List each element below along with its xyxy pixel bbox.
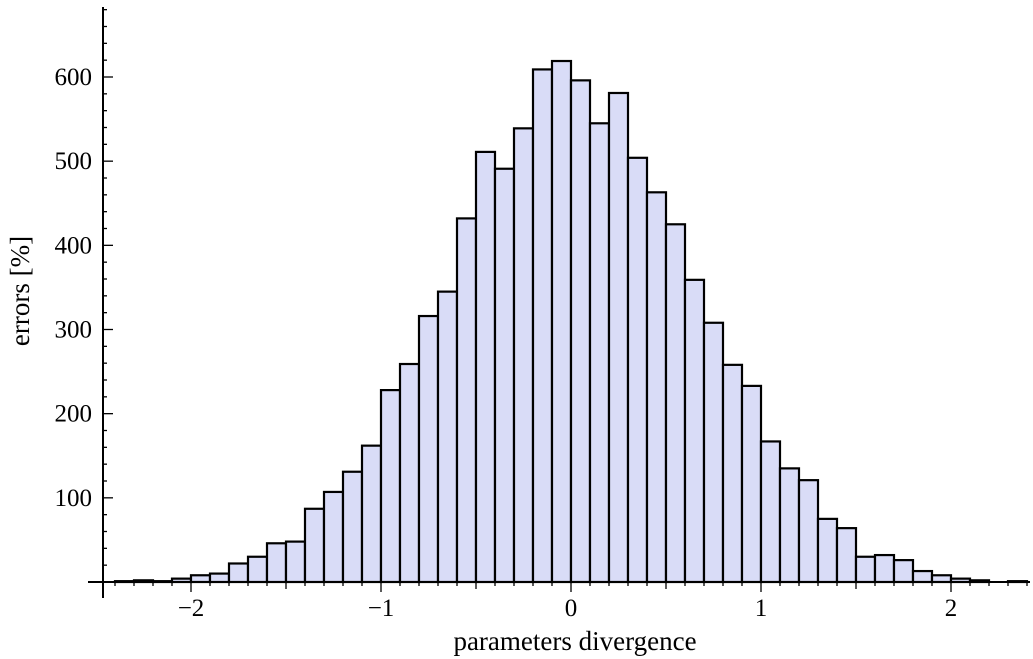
y-tick-label: 600 <box>55 64 93 91</box>
histogram-bar <box>189 574 212 584</box>
histogram-bar <box>930 574 953 584</box>
histogram-bar <box>303 507 326 584</box>
histogram-bar <box>360 444 383 584</box>
histogram-bar <box>493 167 516 584</box>
histogram-bar <box>645 191 668 584</box>
histogram-bar <box>778 467 801 584</box>
histogram-bar <box>341 470 364 584</box>
histogram-bar <box>531 68 554 584</box>
histogram-bar <box>455 217 478 584</box>
x-tick-label: −1 <box>368 595 395 622</box>
y-tick-label: 500 <box>55 148 93 175</box>
histogram-bar <box>569 79 592 584</box>
histogram-bar <box>740 384 763 584</box>
y-tick-label: 200 <box>55 401 93 428</box>
y-axis-title: errors [%] <box>5 236 35 346</box>
histogram-bar <box>702 321 725 584</box>
histogram-bar <box>398 362 421 584</box>
histogram-bar <box>664 223 687 584</box>
histogram-bar <box>683 278 706 584</box>
histogram-bar <box>721 363 744 584</box>
histogram-bar <box>892 559 915 584</box>
histogram-bars <box>113 59 1029 584</box>
x-tick-label: 2 <box>945 595 958 622</box>
histogram-bar <box>265 542 288 584</box>
y-axis-ticks: 100 200 300 400 500 600 <box>55 9 113 566</box>
histogram-bar <box>322 490 345 584</box>
histogram-bar <box>417 314 440 584</box>
x-axis-title: parameters divergence <box>453 626 696 656</box>
x-axis-ticks: −2 −1 0 1 2 <box>114 582 1028 622</box>
histogram-bar <box>607 91 630 584</box>
histogram-bar <box>208 572 231 584</box>
histogram-bar <box>835 527 858 584</box>
y-tick-label: 400 <box>55 232 93 259</box>
x-tick-label: 1 <box>755 595 768 622</box>
histogram-bar <box>759 440 782 584</box>
histogram-bar <box>227 562 250 584</box>
histogram-bar <box>873 553 896 584</box>
histogram-bar <box>911 569 934 584</box>
histogram-bar <box>379 389 402 584</box>
histogram-bar <box>626 156 649 584</box>
histogram-bar <box>512 127 535 584</box>
y-tick-label: 100 <box>55 485 93 512</box>
histogram-bar <box>284 540 307 584</box>
histogram-bar <box>797 479 820 584</box>
histogram-bar <box>816 517 839 584</box>
histogram-bar <box>854 555 877 584</box>
histogram-bar <box>588 122 611 584</box>
histogram-bar <box>246 555 269 584</box>
histogram-bar <box>436 290 459 584</box>
histogram-bar <box>550 59 573 584</box>
x-tick-label: 0 <box>565 595 578 622</box>
histogram-bar <box>474 150 497 584</box>
x-tick-label: −2 <box>178 595 205 622</box>
y-tick-label: 300 <box>55 317 93 344</box>
